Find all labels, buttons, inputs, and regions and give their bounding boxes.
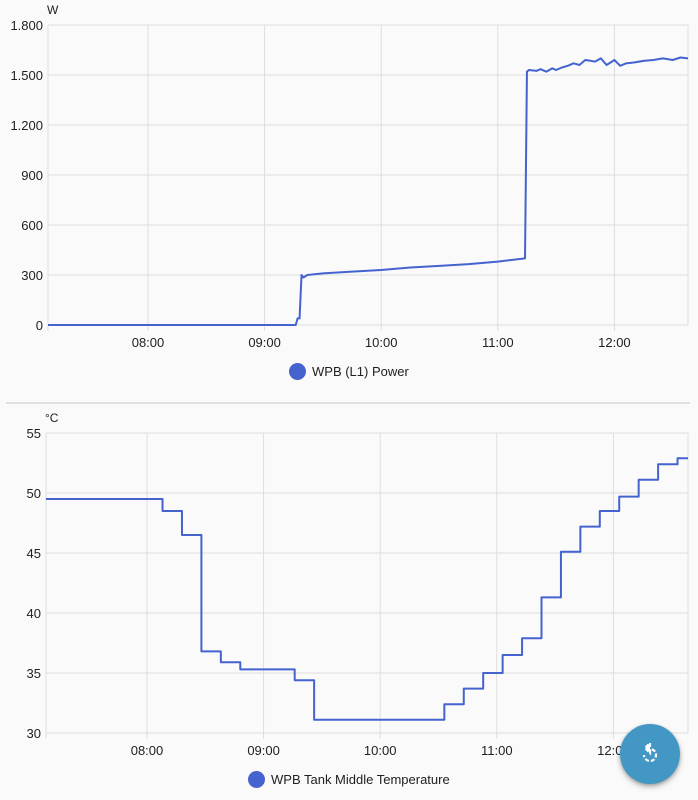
y-tick-label: 300 [21, 268, 43, 283]
y-axis-unit-label: °C [45, 411, 59, 425]
legend-label: WPB (L1) Power [312, 364, 409, 379]
y-tick-label: 600 [21, 218, 43, 233]
y-tick-label: 50 [27, 486, 41, 501]
power-chart-card: 0 300 600 900 1.200 1.500 1.800 08:00 09:00 10:00… [0, 0, 698, 400]
y-tick-label: 900 [21, 168, 43, 183]
legend-dot-icon [289, 363, 306, 380]
x-tick-label: 11:00 [482, 335, 514, 350]
y-tick-label: 40 [27, 606, 41, 621]
y-tick-label: 45 [27, 546, 41, 561]
x-tick-label: 10:00 [365, 335, 398, 350]
y-tick-label: 55 [27, 426, 41, 441]
y-tick-label: 1.500 [10, 68, 43, 83]
x-tick-label: 09:00 [248, 335, 281, 350]
refresh-icon [642, 740, 658, 763]
x-tick-label: 12:00 [598, 335, 631, 350]
card-divider [6, 402, 690, 404]
refresh-button[interactable] [620, 724, 680, 784]
power-chart[interactable]: 0 300 600 900 1.200 1.500 1.800 08:00 09:00 10:00… [0, 0, 698, 400]
legend-item-temperature[interactable]: WPB Tank Middle Temperature [248, 771, 450, 788]
temperature-chart-card: 30 35 40 45 50 55 08:00 09:00 10:00 11:00 12:00 °C … [0, 405, 698, 800]
y-tick-label: 0 [36, 318, 43, 333]
series-line [46, 457, 689, 721]
x-tick-label: 10:00 [364, 743, 397, 758]
x-tick-label: 08:00 [131, 743, 164, 758]
series-line [48, 56, 689, 326]
x-tick-label: 11:00 [481, 743, 513, 758]
y-tick-label: 35 [27, 666, 41, 681]
y-tick-label: 1.800 [10, 18, 43, 33]
y-tick-label: 1.200 [10, 118, 43, 133]
x-tick-label: 09:00 [247, 743, 280, 758]
legend-label: WPB Tank Middle Temperature [271, 772, 450, 787]
y-tick-label: 30 [27, 726, 41, 741]
legend-dot-icon [248, 771, 265, 788]
legend-item-power[interactable]: WPB (L1) Power [289, 363, 409, 380]
x-tick-label: 08:00 [132, 335, 165, 350]
y-axis-unit-label: W [47, 3, 59, 17]
